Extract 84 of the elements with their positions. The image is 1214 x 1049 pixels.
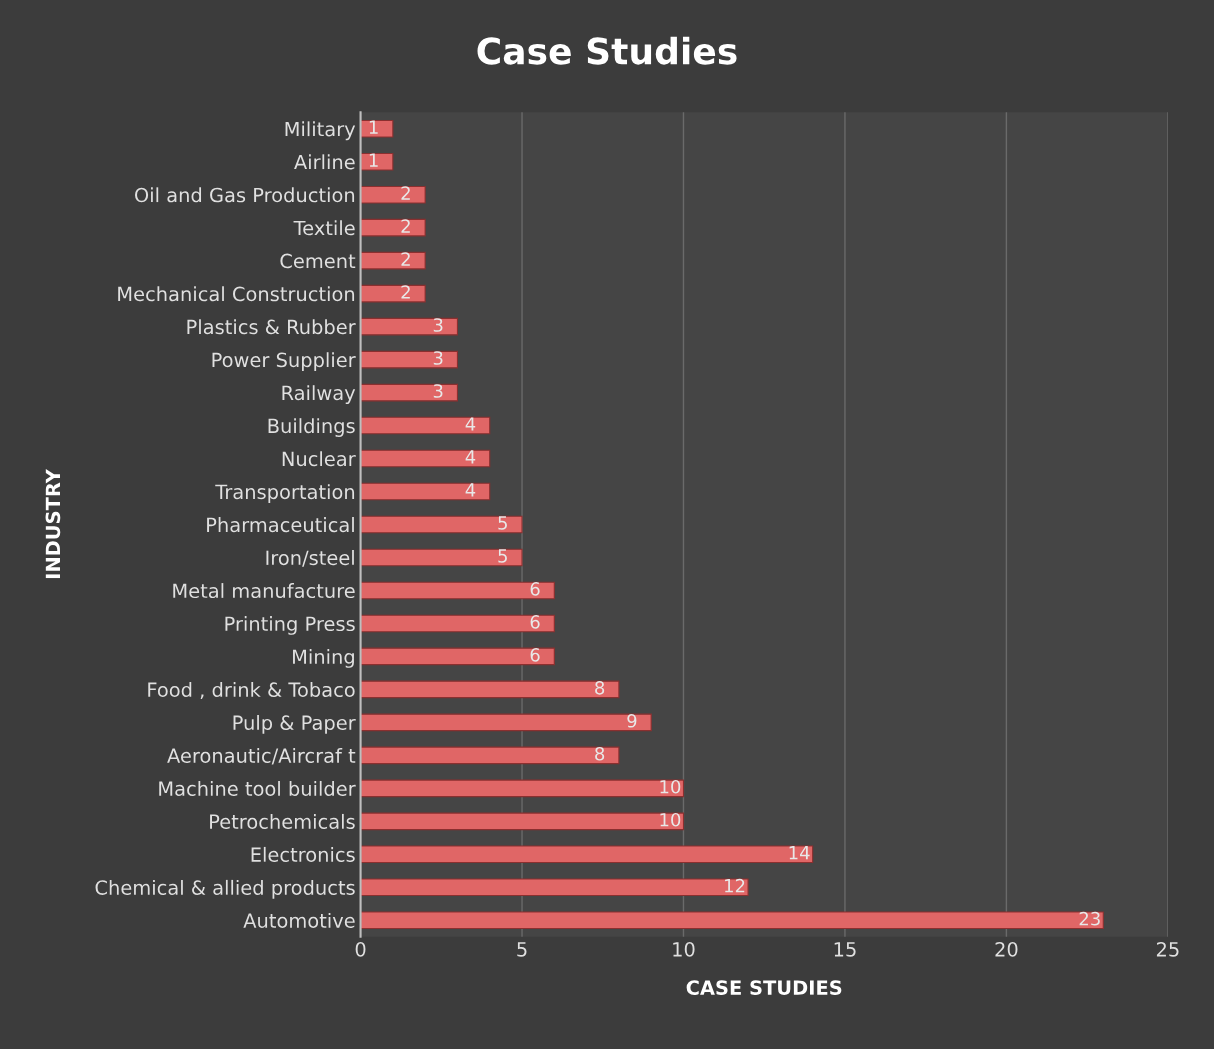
y-tick-label: Electronics — [251, 846, 355, 862]
y-tick-label: Food , drink & Tobaco — [148, 682, 355, 700]
y-tick-label: Machine tool builder — [159, 780, 356, 797]
y-tick-label: Oil and Gas Production — [135, 187, 355, 203]
y-tick-label: Aeronautic/Aircraf t — [167, 747, 356, 765]
y-tick-label: Mining — [293, 649, 354, 668]
data-label: 14 — [789, 846, 810, 860]
y-tick-label: Pulp & Paper — [233, 715, 356, 734]
data-label: 4 — [465, 450, 476, 464]
y-tick-label: Textile — [293, 220, 355, 236]
y-tick-label: Metal manufacture — [173, 583, 355, 599]
bar — [360, 680, 620, 699]
data-label: 2 — [401, 219, 410, 233]
x-tick-label: 15 — [834, 942, 856, 957]
x-tick-label: 20 — [995, 941, 1018, 957]
y-tick-label: Automotive — [243, 912, 355, 928]
data-label: 3 — [433, 318, 443, 332]
data-label: 12 — [725, 878, 745, 893]
bar — [360, 218, 426, 237]
bar — [360, 845, 814, 864]
bar — [360, 581, 555, 600]
data-label: 9 — [627, 713, 637, 728]
bar — [360, 152, 394, 171]
bar — [360, 614, 555, 633]
y-tick-label: Petrochemicals — [210, 813, 355, 829]
x-tick-label: 10 — [673, 941, 695, 957]
bar — [360, 812, 685, 831]
data-label: 4 — [465, 417, 476, 431]
y-tick-label: Printing Press — [225, 616, 355, 635]
bar — [360, 713, 652, 732]
data-label: 5 — [498, 549, 507, 563]
bar — [360, 251, 426, 270]
data-label: 3 — [433, 384, 443, 398]
chart-title: Case Studies — [477, 36, 737, 65]
data-label: 6 — [530, 615, 540, 629]
data-label: 5 — [498, 516, 507, 530]
bar — [360, 284, 426, 303]
data-label: 6 — [530, 582, 540, 596]
bar — [360, 383, 458, 402]
x-tick-label: 0 — [355, 941, 366, 957]
bar — [360, 548, 523, 567]
bar — [360, 878, 749, 897]
y-axis-title: INDUSTRY — [45, 468, 61, 579]
y-tick-label: Power Supplier — [212, 352, 356, 372]
data-label: 2 — [401, 186, 410, 200]
data-label: 10 — [660, 779, 681, 794]
bar — [360, 911, 1104, 930]
data-label: 2 — [401, 252, 410, 266]
bar — [360, 317, 458, 336]
data-label: 10 — [660, 812, 681, 827]
data-label: 8 — [595, 680, 605, 695]
y-tick-label: Pharmaceutical — [207, 517, 354, 533]
data-label: 4 — [465, 483, 476, 497]
y-tick-label: Transportation — [215, 484, 355, 503]
data-label: 2 — [401, 285, 410, 299]
data-label: 3 — [433, 351, 443, 365]
y-tick-label: Iron/steel — [266, 550, 354, 567]
bar — [360, 482, 491, 501]
y-tick-label: Chemical & allied products — [95, 879, 355, 899]
y-tick-label: Railway — [282, 385, 356, 405]
x-tick-label: 5 — [517, 942, 527, 957]
y-tick-label: Cement — [280, 253, 356, 269]
bar — [360, 746, 620, 765]
bar — [360, 185, 426, 204]
x-tick-label: 25 — [1156, 941, 1179, 957]
y-tick-label: Mechanical Construction — [118, 286, 355, 302]
y-tick-label: Airline — [294, 154, 355, 170]
data-label: 8 — [595, 746, 605, 761]
bar — [360, 515, 523, 534]
bar — [360, 647, 555, 666]
bar — [360, 449, 491, 468]
x-axis-title: CASE STUDIES — [686, 980, 842, 995]
data-label: 6 — [530, 648, 540, 662]
y-tick-label: Nuclear — [282, 451, 356, 467]
bar — [360, 350, 458, 369]
data-label: 1 — [369, 120, 378, 134]
data-label: 23 — [1079, 911, 1100, 926]
y-tick-label: Military — [285, 121, 356, 141]
y-tick-label: Buildings — [268, 418, 355, 437]
data-label: 1 — [369, 153, 378, 167]
bar — [360, 779, 685, 798]
bar — [360, 416, 491, 435]
y-tick-label: Plastics & Rubber — [187, 319, 356, 335]
bar — [360, 119, 394, 138]
